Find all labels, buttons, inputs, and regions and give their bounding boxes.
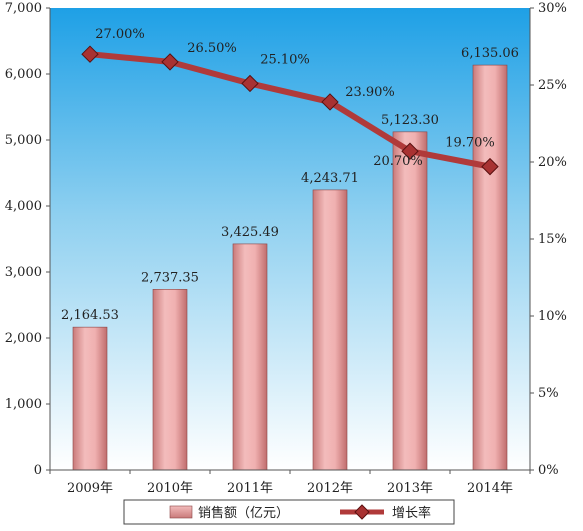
bar bbox=[392, 131, 428, 471]
bar bbox=[72, 326, 108, 471]
bar-value-label: 2,737.35 bbox=[141, 270, 199, 285]
bar bbox=[152, 289, 188, 471]
left-tick-label: 0 bbox=[34, 463, 42, 478]
left-tick-label: 6,000 bbox=[5, 67, 42, 82]
left-tick-label: 5,000 bbox=[5, 133, 42, 148]
x-axis: 2009年 2010年 2011年 2012年 2013年 2014年 bbox=[49, 469, 531, 496]
bar-series bbox=[72, 64, 508, 471]
right-tick-label: 20% bbox=[538, 155, 567, 170]
bar bbox=[472, 64, 508, 471]
legend-box bbox=[123, 499, 455, 525]
right-tick-label: 0% bbox=[538, 463, 559, 478]
growth-value-label: 19.70% bbox=[445, 136, 495, 151]
growth-point-marker bbox=[321, 93, 339, 111]
legend-line-marker bbox=[354, 504, 370, 520]
growth-line-series bbox=[81, 45, 499, 176]
growth-point-marker bbox=[161, 53, 179, 71]
left-tick-label: 7,000 bbox=[5, 1, 42, 16]
x-tick-label: 2010年 bbox=[147, 481, 193, 496]
right-tick-label: 15% bbox=[538, 232, 567, 247]
x-tick-label: 2013年 bbox=[387, 481, 433, 496]
bar bbox=[232, 243, 268, 471]
growth-value-label: 23.90% bbox=[345, 85, 395, 100]
growth-data-labels: 27.00% 26.50% 25.10% 23.90% 20.70% 19.70% bbox=[95, 27, 495, 169]
growth-point-marker bbox=[81, 45, 99, 63]
growth-point-marker bbox=[401, 142, 419, 160]
x-tick-label: 2009年 bbox=[67, 481, 113, 496]
bar-value-label: 2,164.53 bbox=[61, 308, 119, 323]
legend-line-label: 增长率 bbox=[392, 505, 431, 521]
right-tick-label: 5% bbox=[538, 386, 559, 401]
left-tick-label: 1,000 bbox=[5, 397, 42, 412]
x-tick-label: 2014年 bbox=[467, 481, 513, 496]
left-tick-label: 2,000 bbox=[5, 331, 42, 346]
growth-line bbox=[89, 51, 491, 170]
growth-value-label: 27.00% bbox=[95, 27, 145, 42]
left-y-axis: 0 1,000 2,000 3,000 4,000 5,000 6,000 7,000 bbox=[5, 1, 51, 478]
right-tick-label: 25% bbox=[538, 78, 567, 93]
bar-value-label: 3,425.49 bbox=[221, 225, 279, 240]
growth-value-label: 25.10% bbox=[260, 52, 310, 67]
plot-background bbox=[50, 8, 530, 470]
x-tick-label: 2011年 bbox=[227, 481, 273, 496]
bar-data-labels: 2,164.53 2,737.35 3,425.49 4,243.71 5,123.30… bbox=[61, 46, 519, 323]
bar-value-label: 4,243.71 bbox=[301, 171, 359, 186]
right-y-axis: 0% 5% 10% 15% 20% 25% 30% bbox=[529, 1, 567, 478]
bar-value-label: 5,123.30 bbox=[381, 113, 439, 128]
growth-point-marker bbox=[481, 157, 499, 176]
right-tick-label: 10% bbox=[538, 309, 567, 324]
x-tick-label: 2012年 bbox=[307, 481, 353, 496]
left-tick-label: 4,000 bbox=[5, 199, 42, 214]
growth-value-label: 26.50% bbox=[187, 41, 237, 56]
legend: 销售额（亿元） 增长率 bbox=[123, 499, 455, 525]
bar bbox=[312, 189, 348, 471]
left-tick-label: 3,000 bbox=[5, 265, 42, 280]
right-tick-label: 30% bbox=[538, 1, 567, 16]
growth-point-marker bbox=[241, 74, 259, 93]
growth-value-label: 20.70% bbox=[373, 154, 423, 169]
bar-value-label: 6,135.06 bbox=[461, 46, 519, 61]
legend-bar-swatch bbox=[169, 505, 193, 519]
legend-bar-label: 销售额（亿元） bbox=[198, 505, 289, 521]
